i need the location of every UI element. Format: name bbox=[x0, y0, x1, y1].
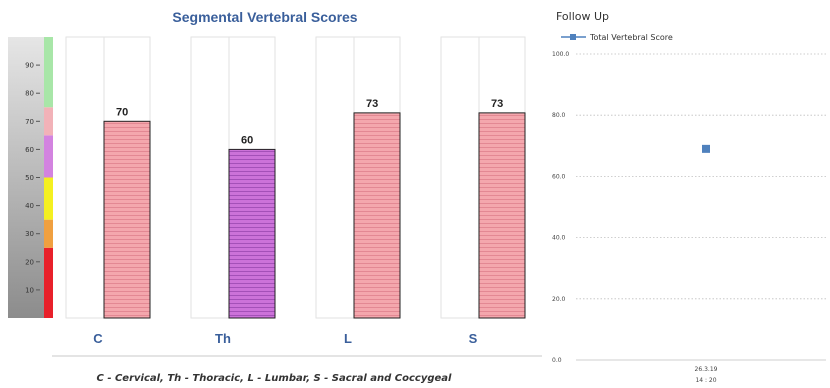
data-points bbox=[702, 144, 710, 153]
y-tick-label: 10 bbox=[25, 286, 34, 294]
x-tick-label: 14 : 20 bbox=[695, 377, 716, 384]
color-scale bbox=[44, 37, 53, 318]
gridlines: 0.0 20.0 40.0 60.0 80.0 100.0 bbox=[552, 51, 826, 364]
bar-track bbox=[65, 36, 105, 319]
segmental-bar-chart: 10 20 30 40 50 60 70 80 90 70 C 60 Th 73 L 73 S bbox=[8, 36, 542, 357]
bar-track bbox=[315, 36, 355, 319]
y-axis-ticks: 10 20 30 40 50 60 70 80 90 bbox=[25, 62, 40, 294]
y-tick-label: 90 bbox=[25, 62, 34, 70]
category-label: Th bbox=[215, 331, 231, 346]
legend-label: Total Vertebral Score bbox=[589, 33, 673, 42]
bar-track bbox=[440, 36, 480, 319]
color-scale-band bbox=[44, 219, 53, 248]
color-scale-band bbox=[44, 247, 53, 318]
x-axis-ticks: 26.3.19 14 : 20 bbox=[695, 366, 718, 384]
y-tick-label: 40.0 bbox=[552, 235, 566, 242]
bar-l bbox=[353, 112, 401, 319]
category-label: C bbox=[93, 331, 103, 346]
chart-title: Segmental Vertebral Scores bbox=[172, 9, 358, 25]
category-label: L bbox=[344, 331, 352, 346]
y-tick-label: 80.0 bbox=[552, 112, 566, 119]
x-tick-label: 26.3.19 bbox=[695, 366, 718, 373]
bar-value-label: 73 bbox=[366, 98, 378, 110]
y-tick-label: 50 bbox=[25, 174, 34, 182]
y-tick-label: 20.0 bbox=[552, 296, 566, 303]
legend: Total Vertebral Score bbox=[561, 33, 673, 42]
legend-marker bbox=[570, 34, 576, 40]
bar-s bbox=[478, 112, 526, 319]
data-point bbox=[702, 144, 710, 153]
bar-value-label: 60 bbox=[241, 134, 253, 146]
bar-track bbox=[190, 36, 230, 319]
y-tick-label: 40 bbox=[25, 202, 34, 210]
bar-value-label: 70 bbox=[116, 106, 128, 118]
color-scale-band bbox=[44, 177, 53, 220]
color-scale-band bbox=[44, 37, 53, 108]
follow-up-title: Follow Up bbox=[556, 10, 610, 23]
y-tick-label: 60.0 bbox=[552, 173, 566, 180]
y-tick-label: 100.0 bbox=[552, 51, 569, 58]
bar-value-label: 73 bbox=[491, 98, 503, 110]
bars: 70 C 60 Th 73 L 73 S bbox=[65, 36, 526, 346]
y-tick-label: 20 bbox=[25, 258, 34, 266]
legend-caption: C - Cervical, Th - Thoracic, L - Lumbar,… bbox=[96, 373, 452, 384]
bar-th bbox=[228, 148, 276, 319]
color-scale-band bbox=[44, 107, 53, 136]
y-tick-label: 30 bbox=[25, 230, 34, 238]
y-tick-label: 60 bbox=[25, 146, 34, 154]
category-label: S bbox=[469, 331, 478, 346]
bar-c bbox=[103, 120, 151, 319]
y-tick-label: 0.0 bbox=[552, 357, 562, 364]
y-tick-label: 80 bbox=[25, 90, 34, 98]
color-scale-band bbox=[44, 135, 53, 178]
y-tick-label: 70 bbox=[25, 118, 34, 126]
